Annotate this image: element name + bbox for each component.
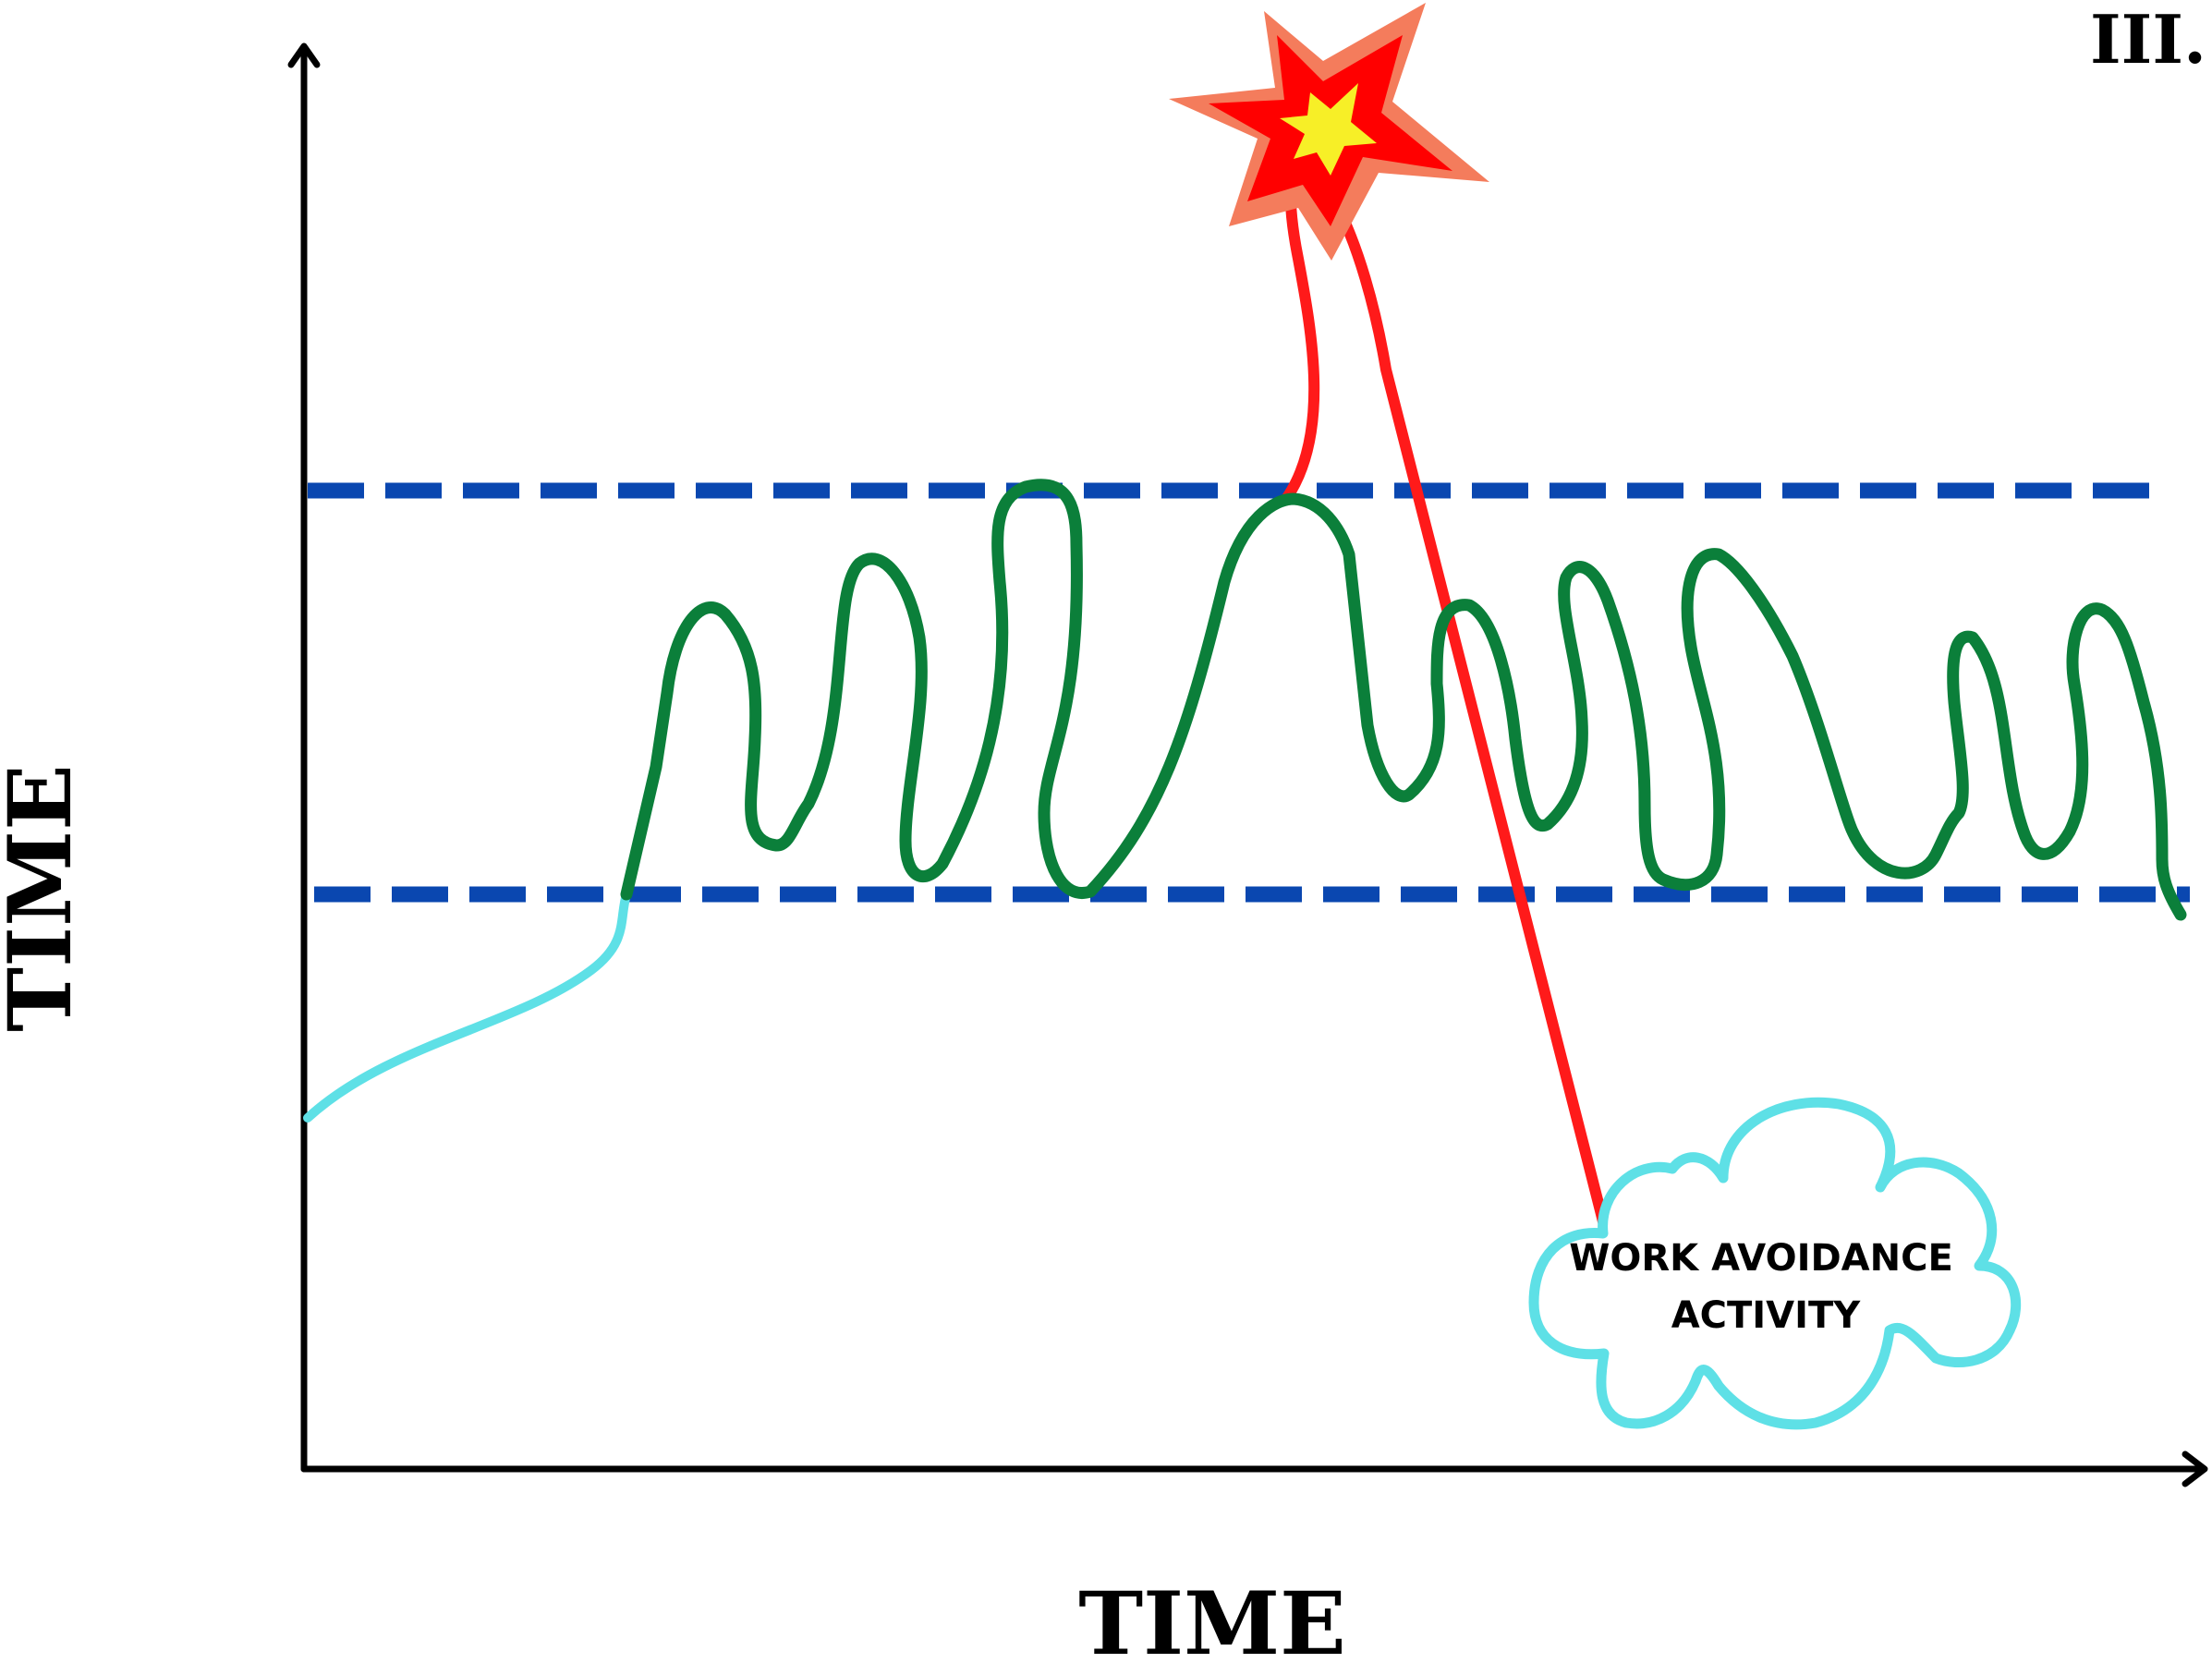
work-oscillation-curve xyxy=(620,479,2187,921)
title-partial: III. W xyxy=(2090,0,2212,79)
explosion-icon xyxy=(1169,3,1489,261)
axes xyxy=(287,42,2208,1487)
ramp-up-curve xyxy=(303,890,631,1123)
cloud-label-line2: ACTIVITY xyxy=(1671,1294,1862,1337)
spike-line xyxy=(1281,152,1610,1234)
work-avoidance-cloud: WORK AVOIDANCE ACTIVITY xyxy=(1528,1097,2022,1430)
y-axis-arrowhead xyxy=(287,42,321,68)
threshold-lines xyxy=(308,482,2190,903)
cloud-label-line1: WORK AVOIDANCE xyxy=(1569,1237,1953,1280)
cloud-shape xyxy=(1528,1097,2022,1430)
x-axis-label: TIME xyxy=(1078,1573,1346,1663)
explosion-inner-star xyxy=(1280,83,1377,176)
x-axis-arrowhead xyxy=(2182,1451,2208,1487)
y-axis-label: TIME xyxy=(0,764,91,1032)
